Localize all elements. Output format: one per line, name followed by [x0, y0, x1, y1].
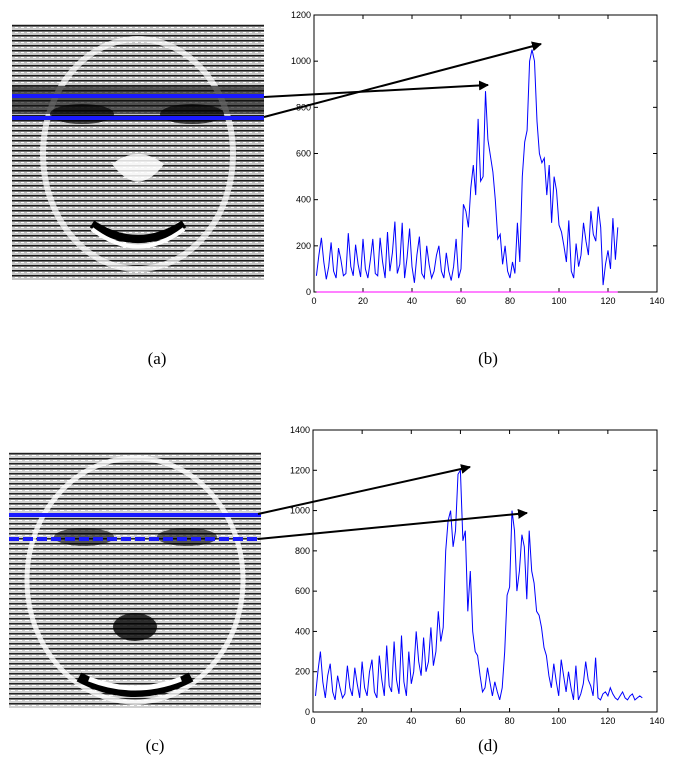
chart-d-xtick-label: 0	[310, 716, 315, 726]
chart-b-ytick-label: 1200	[291, 10, 311, 20]
face-texture-c	[9, 452, 261, 708]
chart-d-xtick-label: 80	[505, 716, 515, 726]
chart-b-plot-frame	[313, 14, 658, 293]
chart-d-ytick-label: 0	[305, 707, 310, 717]
chart-b-xtick-label: 40	[407, 296, 417, 306]
arrow-b-eyes	[263, 41, 542, 118]
chart-b-xtick-label: 20	[358, 296, 368, 306]
caption-d: (d)	[478, 736, 498, 755]
chart-d-ytick-label: 1200	[290, 465, 310, 475]
chart-d-ytick-label: 1400	[290, 425, 310, 435]
arrow-d-eyes	[257, 508, 528, 540]
arrow-d-eyebrow	[257, 464, 471, 515]
chart-d-ytick-label: 800	[295, 546, 310, 556]
chart-d-series-line	[315, 468, 643, 701]
chart-d-ytick-label: 400	[295, 626, 310, 636]
chart-b-ytick-label: 0	[306, 287, 311, 297]
face-image-c	[9, 452, 261, 708]
chart-d-xtick-label: 120	[600, 716, 615, 726]
chart-d-plot-frame	[312, 429, 658, 713]
chart-b-ytick-label: 400	[296, 195, 311, 205]
chart-d-ytick-label: 600	[295, 586, 310, 596]
caption-a: (a)	[147, 349, 167, 368]
chart-b-ytick-label: 200	[296, 241, 311, 251]
chart-d-xtick-label: 40	[406, 716, 416, 726]
chart-b-xtick-label: 100	[551, 296, 566, 306]
chart-b-xtick-label: 80	[505, 296, 515, 306]
caption-c: (c)	[145, 736, 165, 755]
chart-d-xtick-label: 100	[551, 716, 566, 726]
chart-b-xtick-label: 120	[600, 296, 615, 306]
chart-b-series-line	[315, 49, 619, 286]
chart-d-ytick-label: 200	[295, 667, 310, 677]
face-image-a	[12, 24, 264, 280]
chart-d-ytick-label: 1000	[290, 506, 310, 516]
chart-b-xtick-label: 140	[649, 296, 664, 306]
chart-d-xtick-label: 20	[357, 716, 367, 726]
face-texture-a	[12, 24, 264, 280]
chart-d-xtick-label: 60	[455, 716, 465, 726]
chart-d-xtick-label: 140	[649, 716, 664, 726]
caption-b: (b)	[478, 349, 498, 368]
chart-b-ytick-label: 600	[296, 149, 311, 159]
chart-d: 0 20 40 60 80 100 120 1400200400600800100012001…	[290, 425, 665, 726]
chart-b-xtick-label: 60	[456, 296, 466, 306]
chart-b-xtick-label: 0	[311, 296, 316, 306]
chart-b-ytick-label: 1000	[291, 56, 311, 66]
arrow-b-eyebrow	[263, 80, 489, 98]
